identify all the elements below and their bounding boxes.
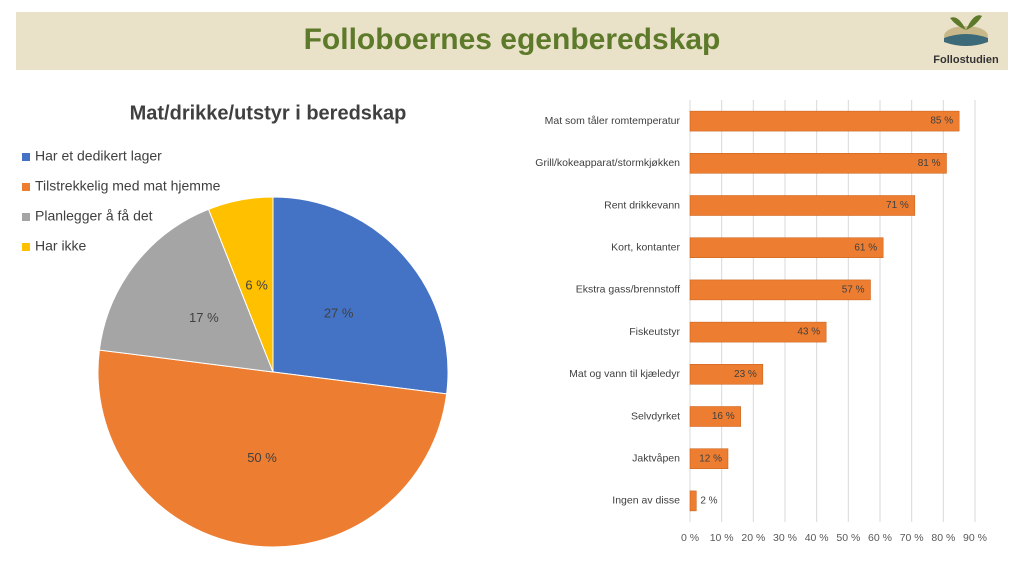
x-tick-label: 20 % [741, 532, 765, 544]
y-tick-label: Kort, kontanter [611, 241, 680, 253]
pie-slice [272, 196, 449, 395]
bar [689, 448, 729, 469]
value-label: 2 % [700, 496, 717, 507]
slide-title: Folloboernes egenberedskap [304, 23, 721, 56]
bar [689, 490, 697, 512]
x-tick-label: 70 % [900, 532, 924, 544]
legend-label: Har et dedikert lager [35, 148, 162, 164]
pie-slice [97, 349, 448, 548]
chart-title: Mat/drikke/utstyr i beredskap [130, 102, 407, 124]
value-label: 85 % [930, 116, 953, 127]
x-tick-label: 50 % [836, 532, 860, 544]
legend-swatch [22, 243, 30, 251]
y-tick-label: Selvdyrket [631, 410, 680, 422]
value-label: 57 % [842, 285, 865, 296]
legend-swatch [22, 153, 30, 161]
y-tick-label: Ekstra gass/brennstoff [576, 284, 680, 296]
value-label: 71 % [886, 200, 909, 211]
x-tick-label: 0 % [681, 532, 699, 544]
x-tick-label: 40 % [805, 532, 829, 544]
value-label: 16 % [712, 411, 735, 422]
bar [689, 153, 947, 174]
slice-label: 50 % [247, 450, 277, 465]
legend-swatch [22, 213, 30, 221]
x-tick-label: 60 % [868, 532, 892, 544]
x-tick-label: 90 % [963, 532, 987, 544]
pie-slice [207, 196, 274, 373]
logo-text: Follostudien [933, 54, 999, 66]
bar [689, 406, 741, 427]
y-tick-label: Mat og vann til kjæledyr [569, 368, 680, 380]
y-tick-label: Jaktvåpen [632, 452, 680, 464]
logo: Follostudien [933, 15, 999, 66]
slice-label: 27 % [324, 306, 354, 321]
legend-label: Har ikke [35, 238, 87, 254]
y-tick-label: Rent drikkevann [604, 199, 680, 211]
y-tick-label: Ingen av disse [612, 495, 680, 507]
slice-label: 17 % [189, 310, 219, 325]
y-tick-label: Grill/kokeapparat/stormkjøkken [535, 157, 680, 169]
bar [689, 321, 827, 343]
bar [689, 110, 960, 132]
x-tick-label: 10 % [710, 532, 734, 544]
value-label: 81 % [918, 158, 941, 169]
bar [689, 237, 884, 258]
legend-label: Tilstrekkelig med mat hjemme [35, 178, 221, 194]
legend-label: Planlegger å få det [35, 208, 153, 224]
value-label: 43 % [797, 327, 820, 338]
bar [689, 279, 871, 301]
pie-slice [98, 208, 274, 373]
value-label: 12 % [699, 453, 722, 464]
bar [689, 195, 916, 216]
header-banner [16, 12, 1008, 70]
legend-swatch [22, 183, 30, 191]
value-label: 23 % [734, 369, 757, 380]
bar [689, 364, 764, 385]
value-label: 61 % [854, 242, 877, 253]
y-tick-label: Mat som tåler romtemperatur [545, 115, 681, 127]
x-tick-label: 80 % [931, 532, 955, 544]
y-tick-label: Fiskeutstyr [629, 326, 680, 338]
x-tick-label: 30 % [773, 532, 797, 544]
slice-label: 6 % [245, 277, 268, 292]
